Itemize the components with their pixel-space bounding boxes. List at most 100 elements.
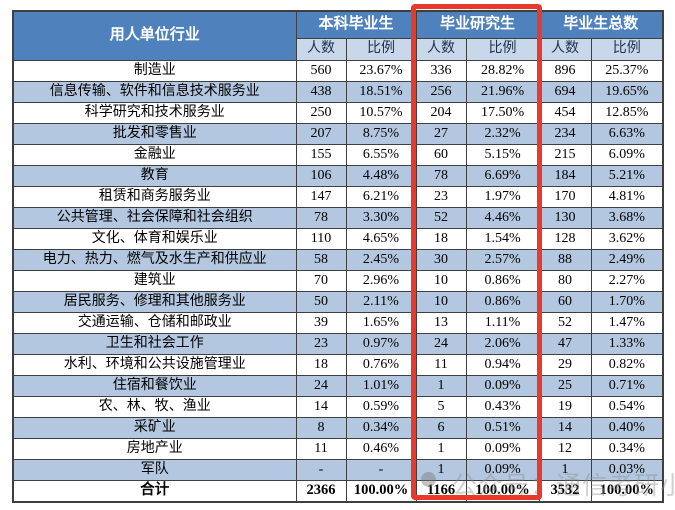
table-row: 制造业 560 23.67% 336 28.82% 896 25.37% [12,60,664,82]
value-cell: 170 [538,186,592,208]
value-cell: 0.86% [465,270,540,292]
value-cell: 1.11% [465,312,540,334]
table-row: 批发和零售业 207 8.75% 27 2.32% 234 6.63% [12,123,664,145]
value-cell: 207 [295,123,347,145]
value-cell: 0.86% [465,291,540,313]
value-cell: 6.21% [345,186,417,208]
table-row: 教育 106 4.48% 78 6.69% 184 5.21% [12,165,664,187]
value-cell: 155 [295,144,347,166]
table-row: 信息传输、软件和信息技术服务业 438 18.51% 256 21.96% 694 19.6… [12,81,664,103]
value-cell: 256 [415,81,467,103]
table-row: 建筑业 70 2.96% 10 0.86% 80 2.27% [12,270,664,292]
value-cell: 106 [295,165,347,187]
table-row: 住宿和餐饮业 24 1.01% 1 0.09% 25 0.71% [12,375,664,397]
value-cell: 0.94% [465,354,540,376]
value-cell: 52 [415,207,467,229]
value-cell: 0.03% [590,459,664,481]
industry-cell: 卫生和社会工作 [12,333,297,355]
table-row: 卫生和社会工作 23 0.97% 24 2.06% 47 1.33% [12,333,664,355]
value-cell: 128 [538,228,592,250]
value-cell: 50 [295,291,347,313]
value-cell: 3.68% [590,207,664,229]
value-cell: 694 [538,81,592,103]
value-cell: 454 [538,102,592,124]
value-cell: 5.21% [590,165,664,187]
value-cell: 204 [415,102,467,124]
table-row: 军队 - -1 0.09% 1 0.03% [12,459,664,481]
value-cell: 11 [295,438,347,460]
value-cell: 5 [415,396,467,418]
value-cell: 2.96% [345,270,417,292]
value-cell: 2.32% [465,123,540,145]
value-cell: 215 [538,144,592,166]
value-cell: 6.55% [345,144,417,166]
value-cell: 1.54% [465,228,540,250]
value-cell: 1 [415,459,467,481]
table-row: 居民服务、修理和其他服务业 50 2.11% 10 0.86% 60 1.70% [12,291,664,313]
value-cell: 438 [295,81,347,103]
col-header-industry: 用人单位行业 [12,10,297,61]
value-cell: 17.50% [465,102,540,124]
industry-cell: 公共管理、社会保障和社会组织 [12,207,297,229]
value-cell: 1 [415,438,467,460]
value-cell: 8 [295,417,347,439]
value-cell: 47 [538,333,592,355]
value-cell: 0.09% [465,438,540,460]
value-cell: 80 [538,270,592,292]
value-cell: 0.82% [590,354,664,376]
value-cell: 0.40% [590,417,664,439]
value-cell: 5.15% [465,144,540,166]
value-cell: 4.81% [590,186,664,208]
value-cell: 100.00% [345,480,417,503]
value-cell: 60 [415,144,467,166]
value-cell: 39 [295,312,347,334]
value-cell: 10.57% [345,102,417,124]
value-cell: 0.51% [465,417,540,439]
value-cell: 234 [538,123,592,145]
industry-cell: 租赁和商务服务业 [12,186,297,208]
value-cell: 2.27% [590,270,664,292]
industry-cell: 建筑业 [12,270,297,292]
industry-cell: 采矿业 [12,417,297,439]
value-cell: - [345,459,417,481]
value-cell: 0.46% [345,438,417,460]
value-cell: 0.59% [345,396,417,418]
col-header-undergrad-ratio: 比例 [345,38,417,61]
value-cell: 23 [295,333,347,355]
value-cell: - [295,459,347,481]
col-header-undergrad-count: 人数 [295,38,347,61]
value-cell: 24 [415,333,467,355]
industry-cell: 科学研究和技术服务业 [12,102,297,124]
value-cell: 6 [415,417,467,439]
value-cell: 2.57% [465,249,540,271]
value-cell: 6.69% [465,165,540,187]
value-cell: 0.09% [465,375,540,397]
industry-cell: 居民服务、修理和其他服务业 [12,291,297,313]
value-cell: 1.97% [465,186,540,208]
value-cell: 19 [538,396,592,418]
col-group-graduate: 毕业研究生 [415,10,540,39]
value-cell: 19.65% [590,81,664,103]
value-cell: 336 [415,60,467,82]
value-cell: 23 [415,186,467,208]
value-cell: 30 [415,249,467,271]
value-cell: 0.43% [465,396,540,418]
table-row: 租赁和商务服务业 147 6.21% 23 1.97% 170 4.81% [12,186,664,208]
value-cell: 52 [538,312,592,334]
col-group-total: 毕业生总数 [538,10,664,39]
value-cell: 78 [415,165,467,187]
value-cell: 560 [295,60,347,82]
value-cell: 70 [295,270,347,292]
table-row: 电力、热力、燃气及水生产和供应业 58 2.45% 30 2.57% 88 2.49% [12,249,664,271]
value-cell: 10 [415,291,467,313]
value-cell: 3532 [538,480,592,503]
value-cell: 23.67% [345,60,417,82]
value-cell: 1.33% [590,333,664,355]
industry-cell: 住宿和餐饮业 [12,375,297,397]
value-cell: 0.34% [345,417,417,439]
table-row: 农、林、牧、渔业 14 0.59% 5 0.43% 19 0.54% [12,396,664,418]
table-row: 金融业 155 6.55% 60 5.15% 215 6.09% [12,144,664,166]
value-cell: 0.09% [465,459,540,481]
value-cell: 896 [538,60,592,82]
